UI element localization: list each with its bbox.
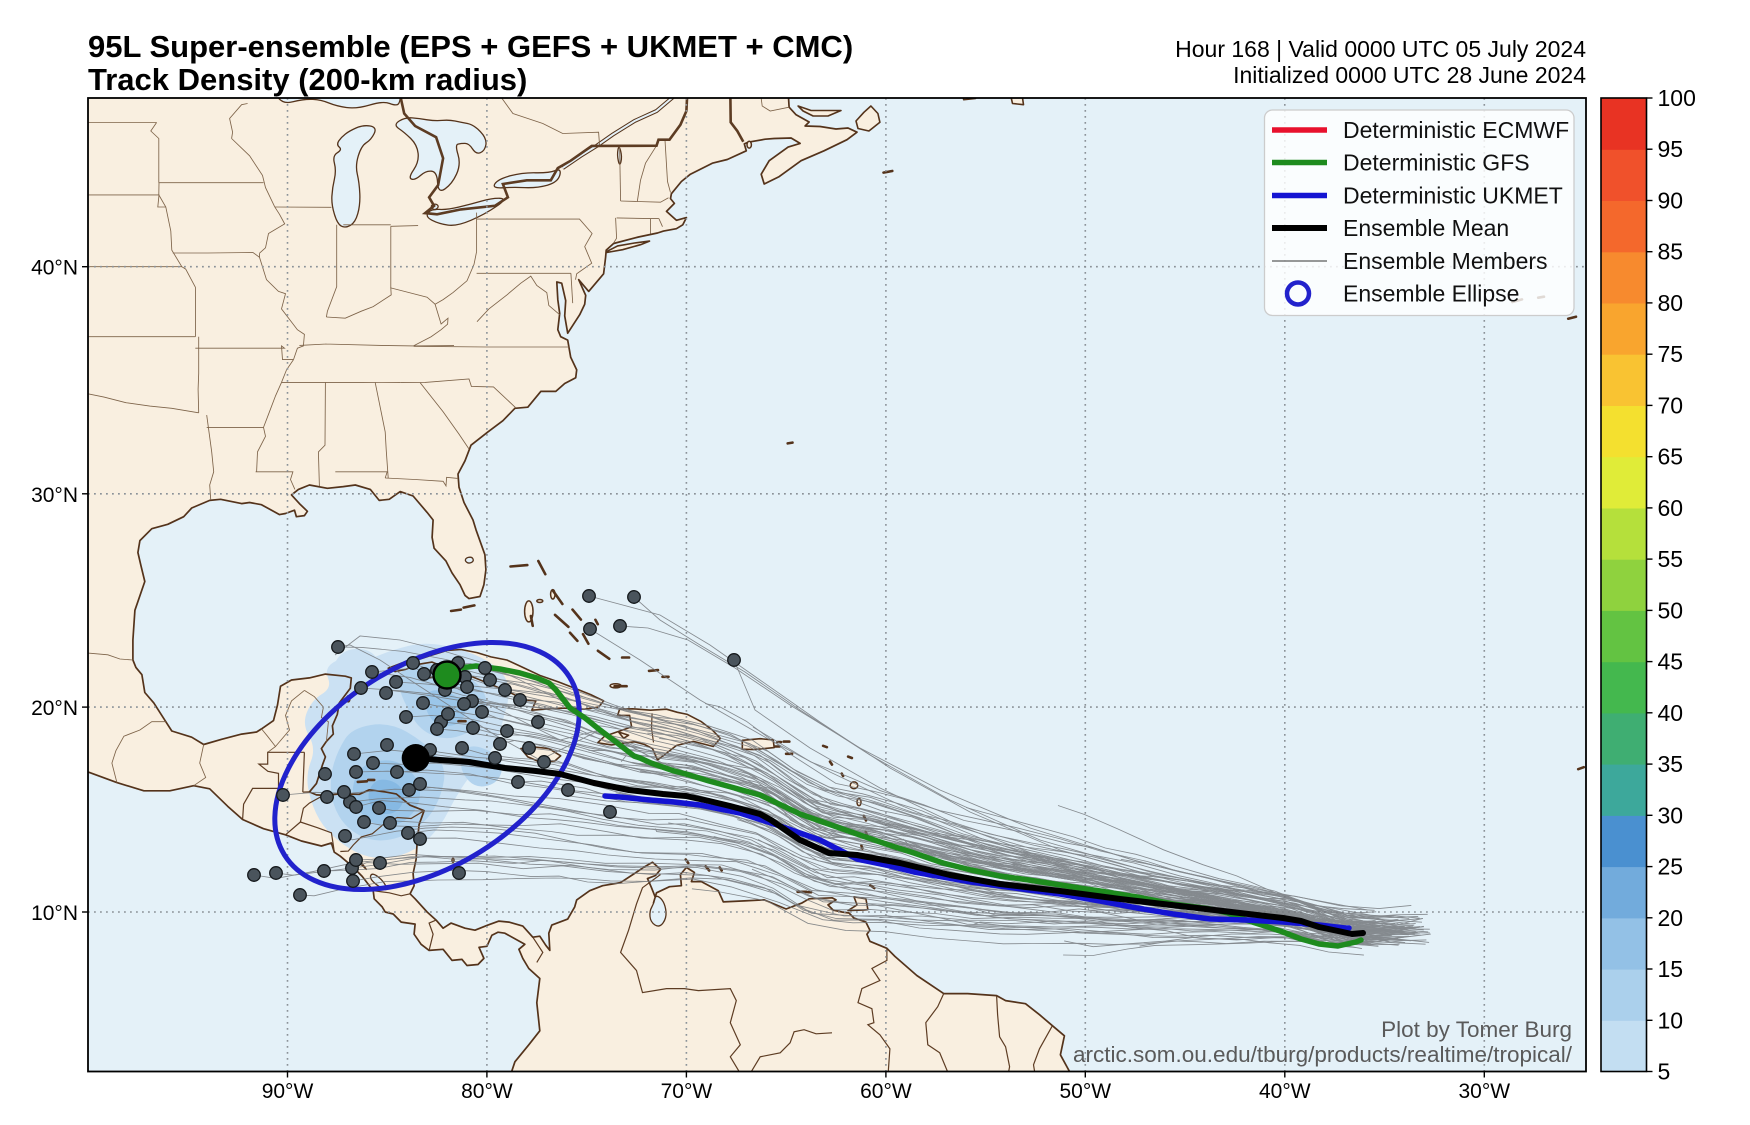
svg-text:arctic.som.ou.edu/tburg/produc: arctic.som.ou.edu/tburg/products/realtim… xyxy=(1073,1042,1573,1067)
svg-text:Track Density (200-km radius): Track Density (200-km radius) xyxy=(88,62,527,97)
svg-text:85: 85 xyxy=(1658,239,1684,265)
svg-text:35: 35 xyxy=(1658,751,1684,777)
svg-text:10: 10 xyxy=(1658,1007,1684,1033)
svg-text:55: 55 xyxy=(1658,546,1684,572)
svg-text:Deterministic ECMWF: Deterministic ECMWF xyxy=(1343,117,1569,143)
svg-text:50: 50 xyxy=(1658,597,1684,623)
svg-text:15: 15 xyxy=(1658,956,1684,982)
svg-text:95: 95 xyxy=(1658,136,1684,162)
svg-text:30: 30 xyxy=(1658,802,1684,828)
svg-text:100: 100 xyxy=(1658,85,1696,111)
svg-text:30°N: 30°N xyxy=(31,484,78,507)
svg-text:Hour 168 | Valid 0000 UTC 05 J: Hour 168 | Valid 0000 UTC 05 July 2024 xyxy=(1175,36,1586,62)
svg-text:20°N: 20°N xyxy=(31,697,78,720)
svg-text:Plot by Tomer Burg: Plot by Tomer Burg xyxy=(1381,1017,1572,1042)
svg-text:Ensemble Ellipse: Ensemble Ellipse xyxy=(1343,281,1519,307)
svg-text:65: 65 xyxy=(1658,444,1684,470)
svg-text:Ensemble Mean: Ensemble Mean xyxy=(1343,215,1509,241)
svg-text:40°W: 40°W xyxy=(1259,1080,1311,1103)
svg-text:95L Super-ensemble (EPS + GEFS: 95L Super-ensemble (EPS + GEFS + UKMET +… xyxy=(88,29,853,64)
svg-text:25: 25 xyxy=(1658,854,1684,880)
svg-text:Deterministic GFS: Deterministic GFS xyxy=(1343,150,1530,176)
svg-text:60°W: 60°W xyxy=(860,1080,912,1103)
svg-text:60: 60 xyxy=(1658,495,1684,521)
svg-text:Deterministic UKMET: Deterministic UKMET xyxy=(1343,183,1563,209)
svg-text:90°W: 90°W xyxy=(262,1080,314,1103)
svg-text:50°W: 50°W xyxy=(1060,1080,1112,1103)
svg-text:10°N: 10°N xyxy=(31,902,78,925)
svg-text:70°W: 70°W xyxy=(661,1080,713,1103)
svg-text:Ensemble Members: Ensemble Members xyxy=(1343,248,1548,274)
svg-text:45: 45 xyxy=(1658,649,1684,675)
svg-text:90: 90 xyxy=(1658,188,1684,214)
svg-text:40°N: 40°N xyxy=(31,257,78,280)
svg-text:5: 5 xyxy=(1658,1059,1671,1085)
svg-text:30°W: 30°W xyxy=(1459,1080,1511,1103)
svg-text:20: 20 xyxy=(1658,905,1684,931)
svg-text:80°W: 80°W xyxy=(461,1080,513,1103)
svg-text:Initialized 0000 UTC 28 June 2: Initialized 0000 UTC 28 June 2024 xyxy=(1233,62,1586,88)
svg-text:75: 75 xyxy=(1658,341,1684,367)
svg-text:80: 80 xyxy=(1658,290,1684,316)
svg-text:40: 40 xyxy=(1658,700,1684,726)
svg-text:70: 70 xyxy=(1658,392,1684,418)
